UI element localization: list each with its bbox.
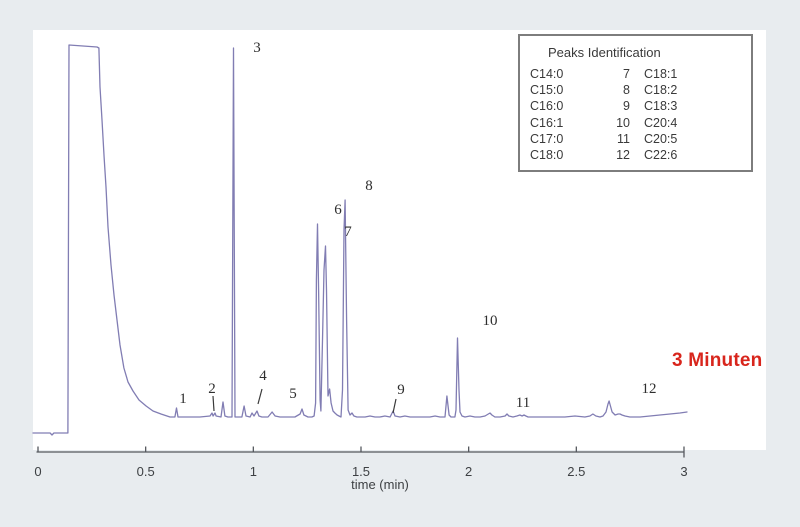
runtime-annotation: 3 Minuten	[672, 350, 763, 371]
legend-row: C16:1 10 C20:4	[520, 115, 751, 131]
legend-row: C15:0 8 C18:2	[520, 82, 751, 98]
peak-pointer-line	[212, 395, 215, 412]
peak-number-label: 7	[344, 224, 352, 240]
x-tick-label: 1	[250, 464, 257, 479]
peak-number-label: 2	[208, 381, 216, 397]
legend-compound-right: C22:6	[644, 148, 678, 163]
legend-peak-number: 7	[623, 67, 630, 81]
x-tick-label: 3	[680, 464, 687, 479]
peak-number-label: 10	[483, 313, 498, 329]
legend-peak-number: 8	[623, 83, 630, 98]
legend-peak-number: 11	[617, 131, 630, 146]
legend-peak-number: 12	[616, 148, 630, 163]
legend-compound-left: C16:0	[530, 99, 564, 114]
legend-compound-right: C20:4	[644, 115, 678, 130]
x-tick-label: 2.5	[567, 464, 585, 479]
peak-number-label: 3	[253, 40, 261, 56]
x-axis-title: time (min)	[351, 477, 409, 492]
peak-number-label: 9	[397, 382, 405, 398]
legend-row: C18:0 12 C22:6	[520, 147, 751, 163]
legend-row: C16:0 9 C18:3	[520, 98, 751, 114]
chromatogram-trace	[32, 44, 688, 436]
legend-peak-number: 9	[623, 99, 630, 114]
legend-compound-right: C18:3	[644, 99, 678, 114]
legend-compound-right: C18:1	[644, 67, 678, 81]
legend-title: Peaks Identification	[548, 45, 661, 60]
peak-pointer-line	[257, 388, 263, 405]
legend-compound-left: C17:0	[530, 131, 564, 146]
peak-number-label: 4	[259, 368, 267, 384]
peak-number-label: 5	[289, 386, 297, 402]
peak-number-label: 1	[179, 391, 187, 407]
x-tick-label: 0	[34, 464, 41, 479]
legend-compound-right: C18:2	[644, 83, 678, 98]
legend-compound-left: C16:1	[530, 115, 564, 130]
x-tick-label: 2	[465, 464, 472, 479]
peak-number-label: 11	[516, 395, 530, 411]
peaks-identification-box: Peaks Identification C14:0 7 C18:1 C15:0 8 C1…	[518, 34, 753, 172]
peak-number-label: 8	[365, 178, 373, 194]
legend-compound-left: C15:0	[530, 83, 564, 98]
legend-peak-number: 10	[616, 115, 630, 130]
legend-rows: C14:0 7 C18:1 C15:0 8 C18:2 C16:0 9 C18:3 C16:1 10…	[520, 66, 751, 163]
peak-pointer-line	[392, 398, 397, 414]
legend-row: C17:0 11 C20:5	[520, 131, 751, 147]
x-tick-label: 0.5	[137, 464, 155, 479]
legend-compound-left: C14:0	[530, 67, 564, 81]
peak-number-label: 6	[334, 202, 342, 218]
x-tick-label: 1.5	[352, 464, 370, 479]
legend-row: C14:0 7 C18:1	[520, 66, 751, 82]
legend-compound-left: C18:0	[530, 148, 564, 163]
legend-compound-right: C20:5	[644, 131, 678, 146]
peak-number-label: 12	[642, 381, 657, 397]
